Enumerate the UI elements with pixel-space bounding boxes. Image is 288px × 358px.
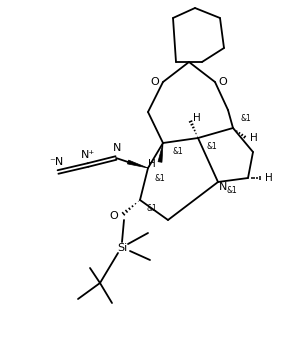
Text: H: H bbox=[193, 113, 201, 123]
Text: O: O bbox=[151, 77, 159, 87]
Text: &1: &1 bbox=[155, 174, 165, 183]
Text: &1: &1 bbox=[206, 141, 217, 150]
Text: &1: &1 bbox=[147, 203, 157, 213]
Text: N⁺: N⁺ bbox=[81, 150, 95, 160]
Text: &1: &1 bbox=[173, 146, 183, 155]
Text: Si: Si bbox=[117, 243, 127, 253]
Polygon shape bbox=[127, 160, 148, 168]
Text: H: H bbox=[265, 173, 273, 183]
Polygon shape bbox=[158, 143, 163, 162]
Text: N: N bbox=[113, 143, 121, 153]
Text: O: O bbox=[219, 77, 227, 87]
Text: &1: &1 bbox=[241, 113, 251, 122]
Text: O: O bbox=[110, 211, 118, 221]
Text: H: H bbox=[148, 159, 156, 169]
Text: &1: &1 bbox=[227, 185, 237, 194]
Text: H: H bbox=[250, 133, 258, 143]
Text: ⁻N: ⁻N bbox=[49, 157, 63, 167]
Text: N: N bbox=[219, 182, 227, 192]
